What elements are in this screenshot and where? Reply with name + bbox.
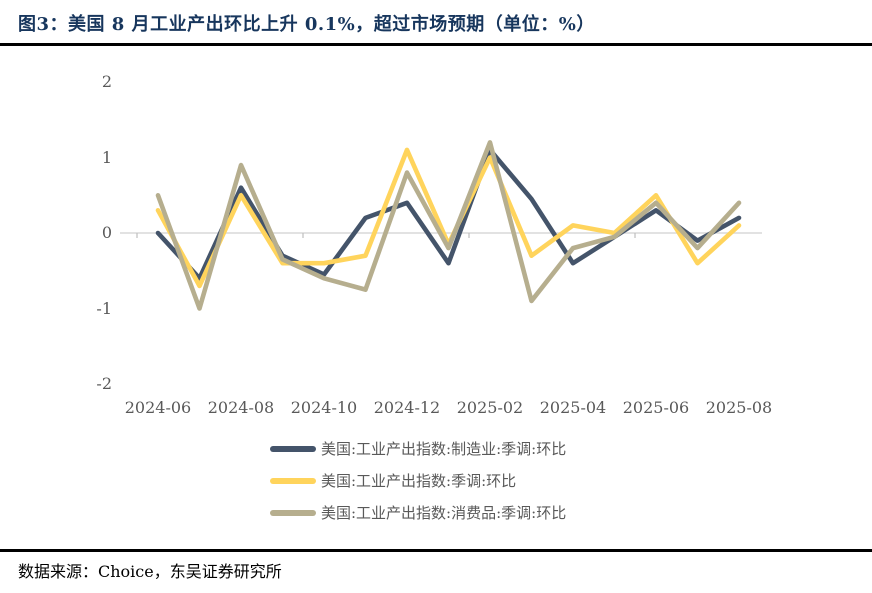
chart-title: 图3：美国 8 月工业产出环比上升 0.1%，超过市场预期（单位：%） [18, 14, 595, 35]
x-tick-label: 2024-12 [373, 398, 441, 417]
legend-label: 美国:工业产出指数:消费品:季调:环比 [321, 504, 567, 522]
legend-swatch-consumer-icon [270, 509, 316, 516]
top-separator-line [0, 43, 872, 46]
y-tick-label: 2 [101, 72, 112, 91]
legend-swatch-manufacturing-icon [270, 445, 316, 452]
bottom-separator-line [0, 549, 872, 552]
series-line-0 [155, 147, 742, 281]
chart-legend: 美国:工业产出指数:制造业:季调:环比 美国:工业产出指数:季调:环比 美国:工… [270, 438, 566, 523]
x-tick-label: 2025-04 [539, 398, 607, 417]
legend-item-manufacturing: 美国:工业产出指数:制造业:季调:环比 [270, 438, 566, 459]
legend-item-consumer: 美国:工业产出指数:消费品:季调:环比 [270, 502, 566, 523]
y-tick-label: 1 [101, 147, 112, 167]
y-tick-label: -2 [96, 374, 112, 393]
series-line-2 [155, 140, 742, 311]
x-tick-label: 2025-06 [622, 398, 690, 417]
legend-label: 美国:工业产出指数:季调:环比 [321, 472, 517, 490]
y-tick-label: 0 [101, 223, 112, 242]
x-tick-label: 2024-10 [290, 398, 358, 417]
x-tick-label: 2024-08 [207, 398, 275, 417]
legend-swatch-overall-icon [270, 477, 316, 484]
y-tick-label: -1 [96, 298, 112, 318]
x-tick-label: 2025-02 [456, 398, 524, 417]
x-tick-label: 2025-08 [705, 398, 773, 417]
legend-label: 美国:工业产出指数:制造业:季调:环比 [321, 440, 567, 458]
chart-svg [120, 140, 762, 311]
x-tick-label: 2024-06 [124, 398, 192, 417]
legend-item-overall: 美国:工业产出指数:季调:环比 [270, 470, 566, 491]
data-source-note: 数据来源：Choice，东吴证券研究所 [18, 562, 282, 581]
